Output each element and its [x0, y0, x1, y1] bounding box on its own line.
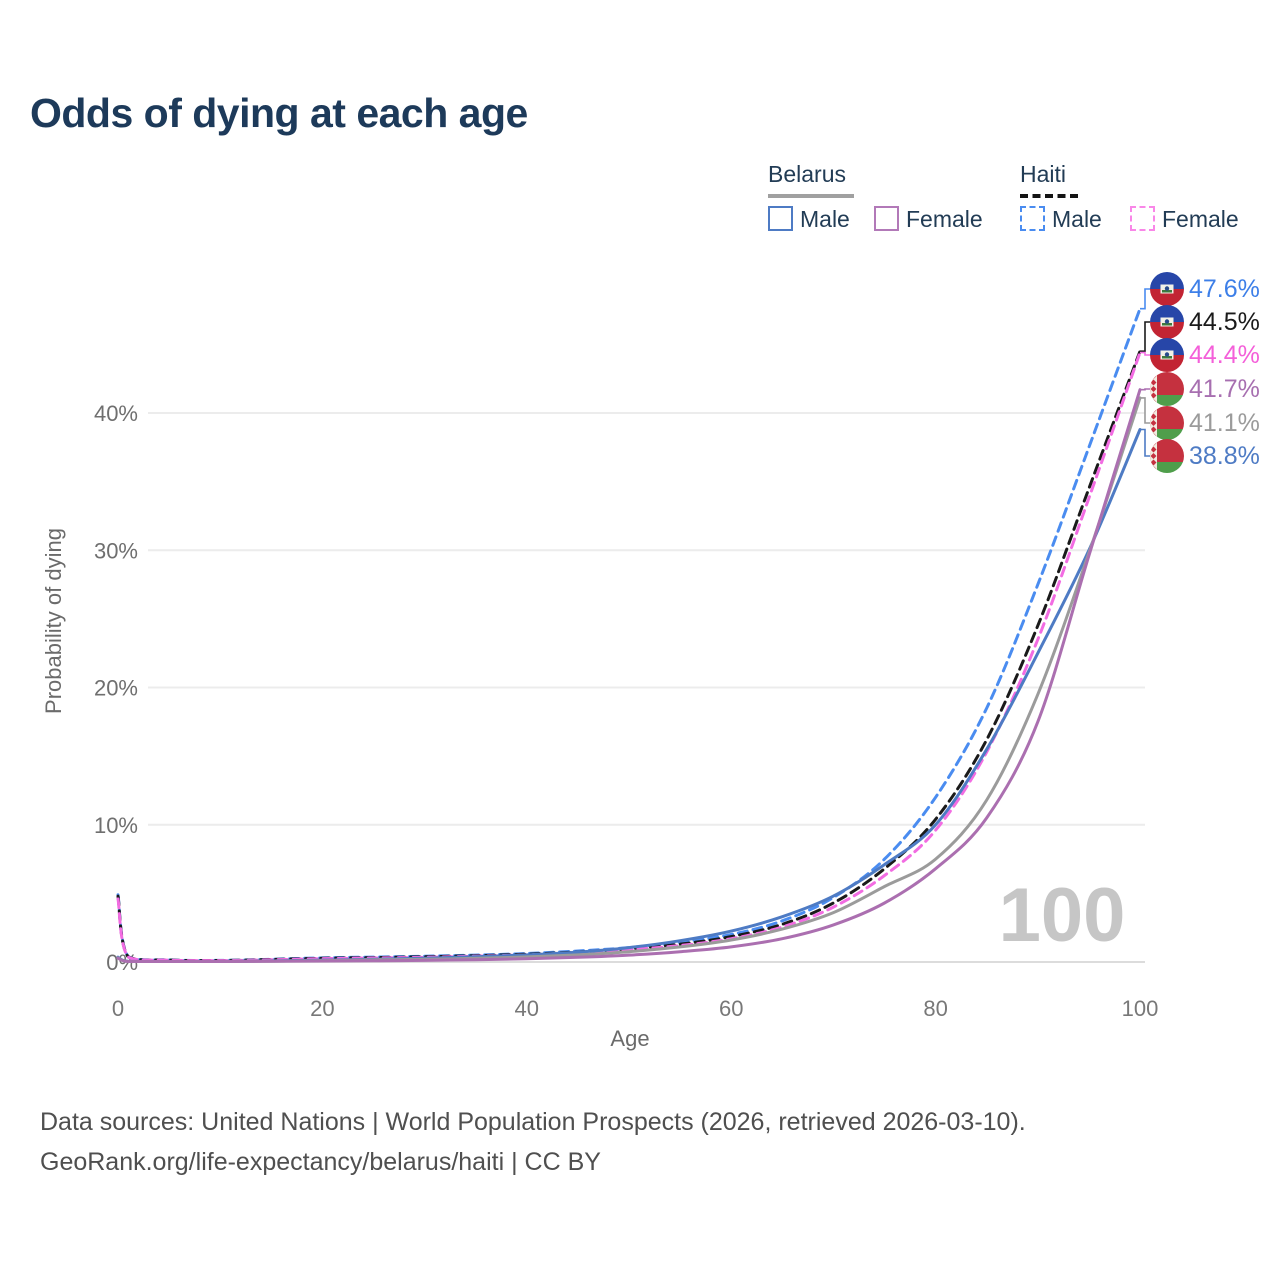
end-label-value: 44.4% — [1189, 340, 1260, 369]
y-tick-label-20: 20% — [94, 676, 138, 701]
y-tick-label-30: 30% — [94, 538, 138, 563]
x-tick-label-100: 100 — [1122, 996, 1159, 1021]
belarus-flag-icon — [1150, 439, 1184, 473]
leader-belarus-total — [1140, 397, 1150, 424]
series-line-belarus-total[interactable] — [116, 396, 1142, 964]
x-tick-label-0: 0 — [112, 996, 124, 1021]
legend-swatch-haiti-male[interactable] — [1020, 206, 1045, 231]
haiti-flag-icon — [1150, 305, 1184, 339]
legend-label-haiti-female[interactable]: Female — [1162, 206, 1239, 232]
end-label-haiti-male: 47.6% — [1150, 272, 1260, 306]
end-label-belarus-total: 41.1% — [1150, 406, 1260, 440]
end-label-haiti-female: 44.4% — [1150, 338, 1260, 372]
legend-swatch-haiti-female[interactable] — [1130, 206, 1155, 231]
haiti-flag-icon — [1150, 272, 1184, 306]
legend-country-haiti[interactable]: Haiti — [1020, 161, 1067, 187]
leader-belarus-male — [1140, 428, 1150, 457]
legend-swatch-belarus-female[interactable] — [874, 206, 899, 231]
end-label-value: 47.6% — [1189, 274, 1260, 303]
legend-swatch-belarus-male[interactable] — [768, 206, 793, 231]
series-line-belarus-male[interactable] — [116, 428, 1142, 963]
attribution-text: GeoRank.org/life-expectancy/belarus/hait… — [40, 1148, 601, 1176]
x-axis-title: Age — [610, 1026, 650, 1051]
end-label-value: 41.1% — [1189, 408, 1260, 437]
leader-haiti-male — [1140, 288, 1150, 310]
belarus-flag-icon — [1150, 406, 1184, 440]
x-tick-label-60: 60 — [719, 996, 743, 1021]
x-tick-label-40: 40 — [515, 996, 539, 1021]
series-line-belarus-female[interactable] — [116, 388, 1142, 964]
x-tick-label-80: 80 — [923, 996, 947, 1021]
end-label-belarus-female: 41.7% — [1150, 372, 1260, 406]
chart-title: Odds of dying at each age — [30, 90, 528, 136]
x-tick-label-20: 20 — [310, 996, 334, 1021]
legend-label-haiti-male[interactable]: Male — [1052, 206, 1102, 232]
belarus-flag-icon — [1150, 372, 1184, 406]
end-label-value: 44.5% — [1189, 307, 1260, 336]
series-line-haiti-female[interactable] — [116, 351, 1142, 963]
end-label-value: 38.8% — [1189, 441, 1260, 470]
leader-haiti-female — [1140, 351, 1150, 356]
legend-label-belarus-female[interactable]: Female — [906, 206, 983, 232]
end-label-belarus-male: 38.8% — [1150, 439, 1260, 473]
y-tick-label-40: 40% — [94, 401, 138, 426]
leader-haiti-total — [1140, 321, 1150, 352]
age-counter-watermark: 100 — [998, 873, 1126, 958]
data-source-text: Data sources: United Nations | World Pop… — [40, 1108, 1026, 1136]
y-tick-label-10: 10% — [94, 813, 138, 838]
end-label-haiti-total: 44.5% — [1150, 305, 1260, 339]
end-label-value: 41.7% — [1189, 374, 1260, 403]
y-axis-title: Probability of dying — [41, 528, 66, 714]
haiti-line-style-swatch — [1020, 194, 1078, 198]
belarus-line-style-swatch — [768, 194, 854, 198]
haiti-flag-icon — [1150, 338, 1184, 372]
legend-country-belarus[interactable]: Belarus — [768, 161, 846, 187]
series-line-haiti-male[interactable] — [116, 307, 1142, 962]
legend-label-belarus-male[interactable]: Male — [800, 206, 850, 232]
leader-belarus-female — [1140, 388, 1150, 391]
series-line-haiti-total[interactable] — [116, 349, 1142, 963]
